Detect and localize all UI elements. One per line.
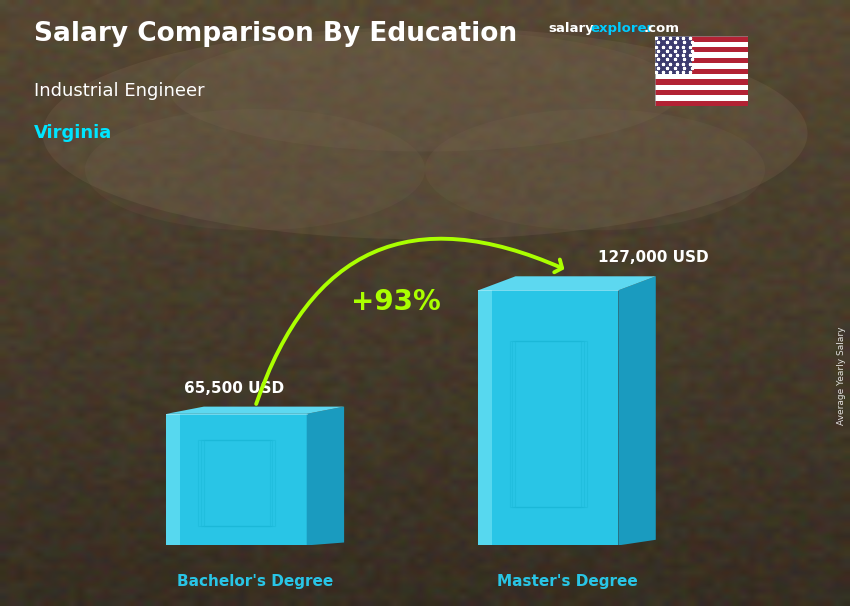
Bar [654,42,748,47]
Bar [654,68,748,74]
Bar [654,53,748,58]
Polygon shape [478,276,656,290]
Text: Master's Degree: Master's Degree [496,573,638,588]
Bar [654,36,748,42]
Text: Industrial Engineer: Industrial Engineer [34,82,205,100]
Polygon shape [478,290,492,545]
Polygon shape [167,414,307,545]
Text: 65,500 USD: 65,500 USD [184,381,284,396]
Bar [654,58,748,63]
Text: Virginia: Virginia [34,124,112,142]
Bar [654,85,748,90]
Polygon shape [618,276,656,545]
Bar [654,74,748,79]
Polygon shape [167,414,180,545]
Text: Salary Comparison By Education: Salary Comparison By Education [34,21,517,47]
Text: Average Yearly Salary: Average Yearly Salary [836,327,846,425]
Text: 127,000 USD: 127,000 USD [598,250,709,265]
Ellipse shape [42,27,807,239]
Ellipse shape [425,109,765,230]
Ellipse shape [170,30,680,152]
Text: explorer: explorer [591,22,654,35]
Text: salary: salary [548,22,594,35]
Text: +93%: +93% [351,288,440,316]
Polygon shape [167,407,344,414]
Polygon shape [307,407,344,545]
Ellipse shape [85,109,425,230]
Bar [654,101,748,106]
Polygon shape [478,290,618,545]
Bar [654,90,748,95]
Bar [654,79,748,85]
Bar [654,36,692,74]
Bar [654,63,748,68]
Bar [654,95,748,101]
Bar [654,47,748,53]
Text: .com: .com [643,22,679,35]
Text: Bachelor's Degree: Bachelor's Degree [177,573,333,588]
